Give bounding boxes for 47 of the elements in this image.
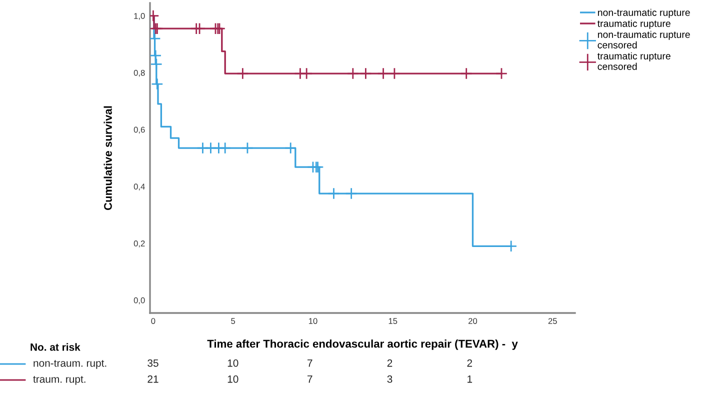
x-tick-label: 0 <box>151 318 156 324</box>
point <box>388 67 401 80</box>
text: 1 <box>468 376 472 383</box>
x-tick-label: 5 <box>231 318 236 324</box>
x-tick-label: 10 <box>308 318 318 324</box>
point <box>193 22 206 35</box>
x-axis-title: Time after Thoracic endovascular aortic repair (TEVAR) - y <box>207 340 518 350</box>
text: 35 <box>148 359 158 367</box>
legend-label: traumatic rupture censored <box>598 52 670 70</box>
text: 10 <box>228 359 238 367</box>
point <box>236 67 249 80</box>
y-tick-label: 0,2 <box>134 240 145 248</box>
point <box>346 67 359 80</box>
point <box>328 187 340 200</box>
point <box>460 67 472 80</box>
point <box>284 142 297 154</box>
y-tick-label: 0,4 <box>134 184 145 191</box>
point <box>150 50 162 62</box>
point <box>150 58 162 70</box>
point <box>377 67 390 80</box>
point <box>219 142 232 154</box>
x-tick-label: 25 <box>548 318 557 324</box>
x-tick-label: 15 <box>388 318 398 324</box>
text: No. at risk <box>30 343 80 351</box>
text: 21 <box>148 375 158 383</box>
text: 2 <box>387 359 392 367</box>
x-tick-label: 20 <box>468 318 478 324</box>
text: traum. rupt. <box>33 376 86 385</box>
y-tick-label: 1,0 <box>134 13 145 20</box>
text: 2 <box>467 359 472 367</box>
point <box>360 67 372 80</box>
point <box>241 142 254 154</box>
text: 10 <box>228 375 238 383</box>
point <box>345 187 358 200</box>
point <box>151 78 164 90</box>
text: 7 <box>308 376 312 383</box>
text: 3 <box>387 375 392 383</box>
point <box>300 67 313 80</box>
text: non-traum. rupt. <box>34 360 106 369</box>
legend-label: non-traumatic rupture <box>598 8 690 18</box>
y-axis-title: Cumulative survival <box>104 106 112 210</box>
point <box>495 67 508 80</box>
y-tick-label: 0,0 <box>134 297 145 304</box>
y-tick-label: 0,8 <box>134 70 145 77</box>
text: 7 <box>308 360 312 367</box>
y-tick-label: 0,6 <box>134 126 145 134</box>
legend-label: traumatic rupture <box>598 20 670 29</box>
